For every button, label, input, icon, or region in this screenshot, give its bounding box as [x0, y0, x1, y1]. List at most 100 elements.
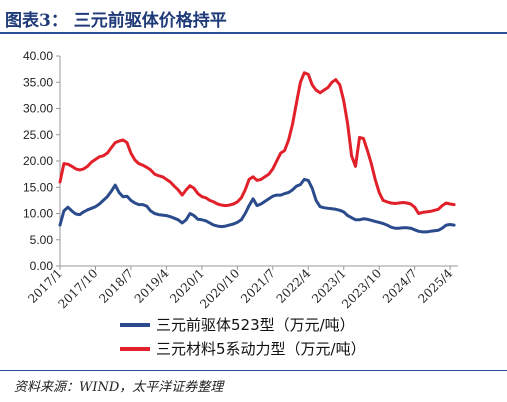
data-point [177, 219, 179, 221]
data-point [59, 224, 61, 226]
data-point [193, 215, 195, 217]
data-point [63, 210, 65, 212]
data-point [406, 202, 408, 204]
data-point [331, 208, 333, 210]
y-tick-label: 15.00 [23, 180, 53, 194]
data-point [307, 179, 309, 181]
data-point [236, 201, 238, 203]
data-point [224, 205, 227, 207]
data-point [213, 201, 215, 203]
data-point [209, 199, 211, 201]
data-point [114, 142, 116, 144]
data-point [354, 219, 357, 221]
data-point [370, 219, 372, 221]
data-point [90, 161, 93, 163]
data-point [138, 163, 140, 165]
data-point [299, 184, 301, 186]
data-point [347, 123, 349, 125]
data-point [106, 152, 108, 154]
legend: 三元前驱体523型（万元/吨） 三元材料5系动力型（万元/吨） [120, 316, 366, 358]
data-point [272, 168, 274, 170]
data-point [165, 178, 167, 180]
data-point [193, 187, 195, 189]
data-point [354, 165, 357, 167]
data-point [331, 81, 333, 83]
y-tick-label: 40.00 [23, 49, 53, 63]
data-point [165, 215, 167, 217]
data-point [323, 89, 325, 91]
data-point [71, 165, 73, 167]
data-point [126, 142, 128, 144]
y-axis: 0.00 5.00 10.00 15.00 20.00 25.00 30.00 35.00 40… [23, 49, 61, 273]
data-point [67, 163, 69, 165]
data-point [142, 204, 144, 206]
data-point [130, 199, 132, 201]
data-point [221, 204, 223, 206]
data-point [374, 178, 376, 180]
data-point [146, 166, 148, 168]
data-point [433, 230, 435, 232]
data-point [87, 209, 89, 211]
data-point [177, 189, 179, 191]
figure-header: 图表3： 三元前驱体价格持平 [0, 0, 507, 34]
data-point [87, 165, 89, 167]
data-point [98, 203, 100, 205]
data-point [181, 222, 183, 224]
x-tick-label: 2018/7 [96, 266, 136, 306]
data-point [138, 204, 140, 206]
data-point [217, 225, 219, 227]
data-point [418, 230, 420, 232]
data-point [299, 81, 301, 83]
data-point [268, 198, 270, 200]
data-point [386, 201, 388, 203]
data-point [228, 204, 230, 206]
data-point [303, 72, 305, 74]
data-point [157, 214, 160, 216]
data-point [362, 218, 364, 220]
y-tick-label: 0.00 [30, 259, 54, 273]
data-point [197, 218, 199, 220]
data-point [256, 205, 258, 207]
data-point [386, 224, 388, 226]
data-point [343, 100, 345, 102]
data-point [154, 212, 156, 215]
x-tick-label: 2023/10 [339, 266, 384, 311]
data-point [414, 229, 416, 231]
data-point [327, 207, 329, 209]
y-tick-label: 5.00 [30, 233, 54, 247]
y-tick-label: 25.00 [23, 128, 53, 142]
data-point [390, 226, 392, 228]
data-point [110, 190, 112, 192]
data-point [335, 79, 337, 81]
data-point [224, 225, 227, 227]
data-point [114, 184, 116, 186]
data-point [197, 193, 199, 195]
data-point [248, 178, 250, 180]
data-point [146, 205, 148, 207]
data-point [366, 149, 368, 152]
data-point [347, 215, 349, 217]
data-point [264, 176, 266, 178]
data-point [209, 222, 211, 224]
x-axis: 2017/12017/102018/72019/42020/12020/1020… [25, 265, 458, 311]
data-point [374, 220, 376, 222]
data-point [134, 202, 136, 204]
data-point [244, 212, 246, 215]
data-point [142, 164, 144, 166]
data-point [453, 224, 455, 226]
data-point [351, 217, 353, 219]
data-point [201, 196, 203, 198]
data-point [394, 202, 396, 205]
data-point [75, 213, 77, 215]
data-point [83, 211, 85, 213]
data-point [161, 214, 164, 216]
data-point [366, 218, 368, 220]
data-point [378, 221, 380, 223]
data-point [228, 224, 230, 226]
data-point [150, 210, 152, 212]
data-point [445, 202, 447, 204]
data-point [244, 189, 246, 191]
data-point [189, 185, 191, 187]
data-point [378, 191, 380, 194]
data-point [276, 160, 278, 162]
